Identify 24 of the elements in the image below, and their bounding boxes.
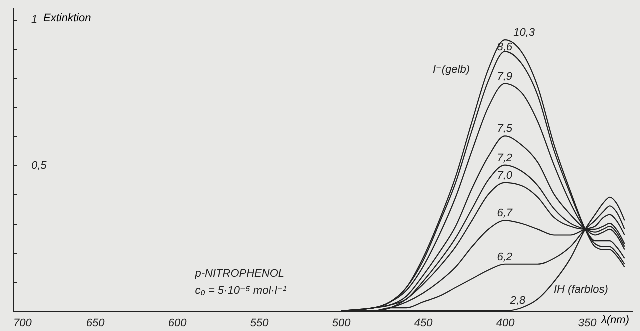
x-axis-title: λ(nm) <box>600 314 630 326</box>
y-tick-label: 0,5 <box>32 160 48 172</box>
annotation: 6,7 <box>497 208 514 220</box>
x-tick-label: 650 <box>86 318 106 330</box>
x-tick-label: 600 <box>168 318 188 330</box>
x-tick-label: 350 <box>578 318 598 330</box>
annotation: 6,2 <box>497 251 513 264</box>
x-tick-label: 550 <box>250 318 270 330</box>
x-tick-label: 400 <box>496 318 516 330</box>
annotation: 10,3 <box>514 27 536 40</box>
annotation: I⁻(gelb) <box>433 64 470 76</box>
annotation: IH (farblos) <box>554 284 609 296</box>
x-tick-label: 700 <box>14 318 33 330</box>
annotation: 7,9 <box>497 70 513 83</box>
text: c₀ = 5·10⁻⁵ mol·l⁻¹ <box>195 285 288 297</box>
x-tick-label: 500 <box>332 318 352 330</box>
annotation: 2,8 <box>509 295 527 308</box>
annotation: 7,2 <box>497 152 513 164</box>
annotation: 7,5 <box>497 123 514 136</box>
annotation: 7,0 <box>497 170 514 182</box>
x-tick-label: 450 <box>414 318 434 330</box>
y-tick-label: 1 <box>32 14 38 26</box>
y-axis-title: Extinktion <box>44 12 92 24</box>
text: p-NITROPHENOL <box>194 268 285 280</box>
